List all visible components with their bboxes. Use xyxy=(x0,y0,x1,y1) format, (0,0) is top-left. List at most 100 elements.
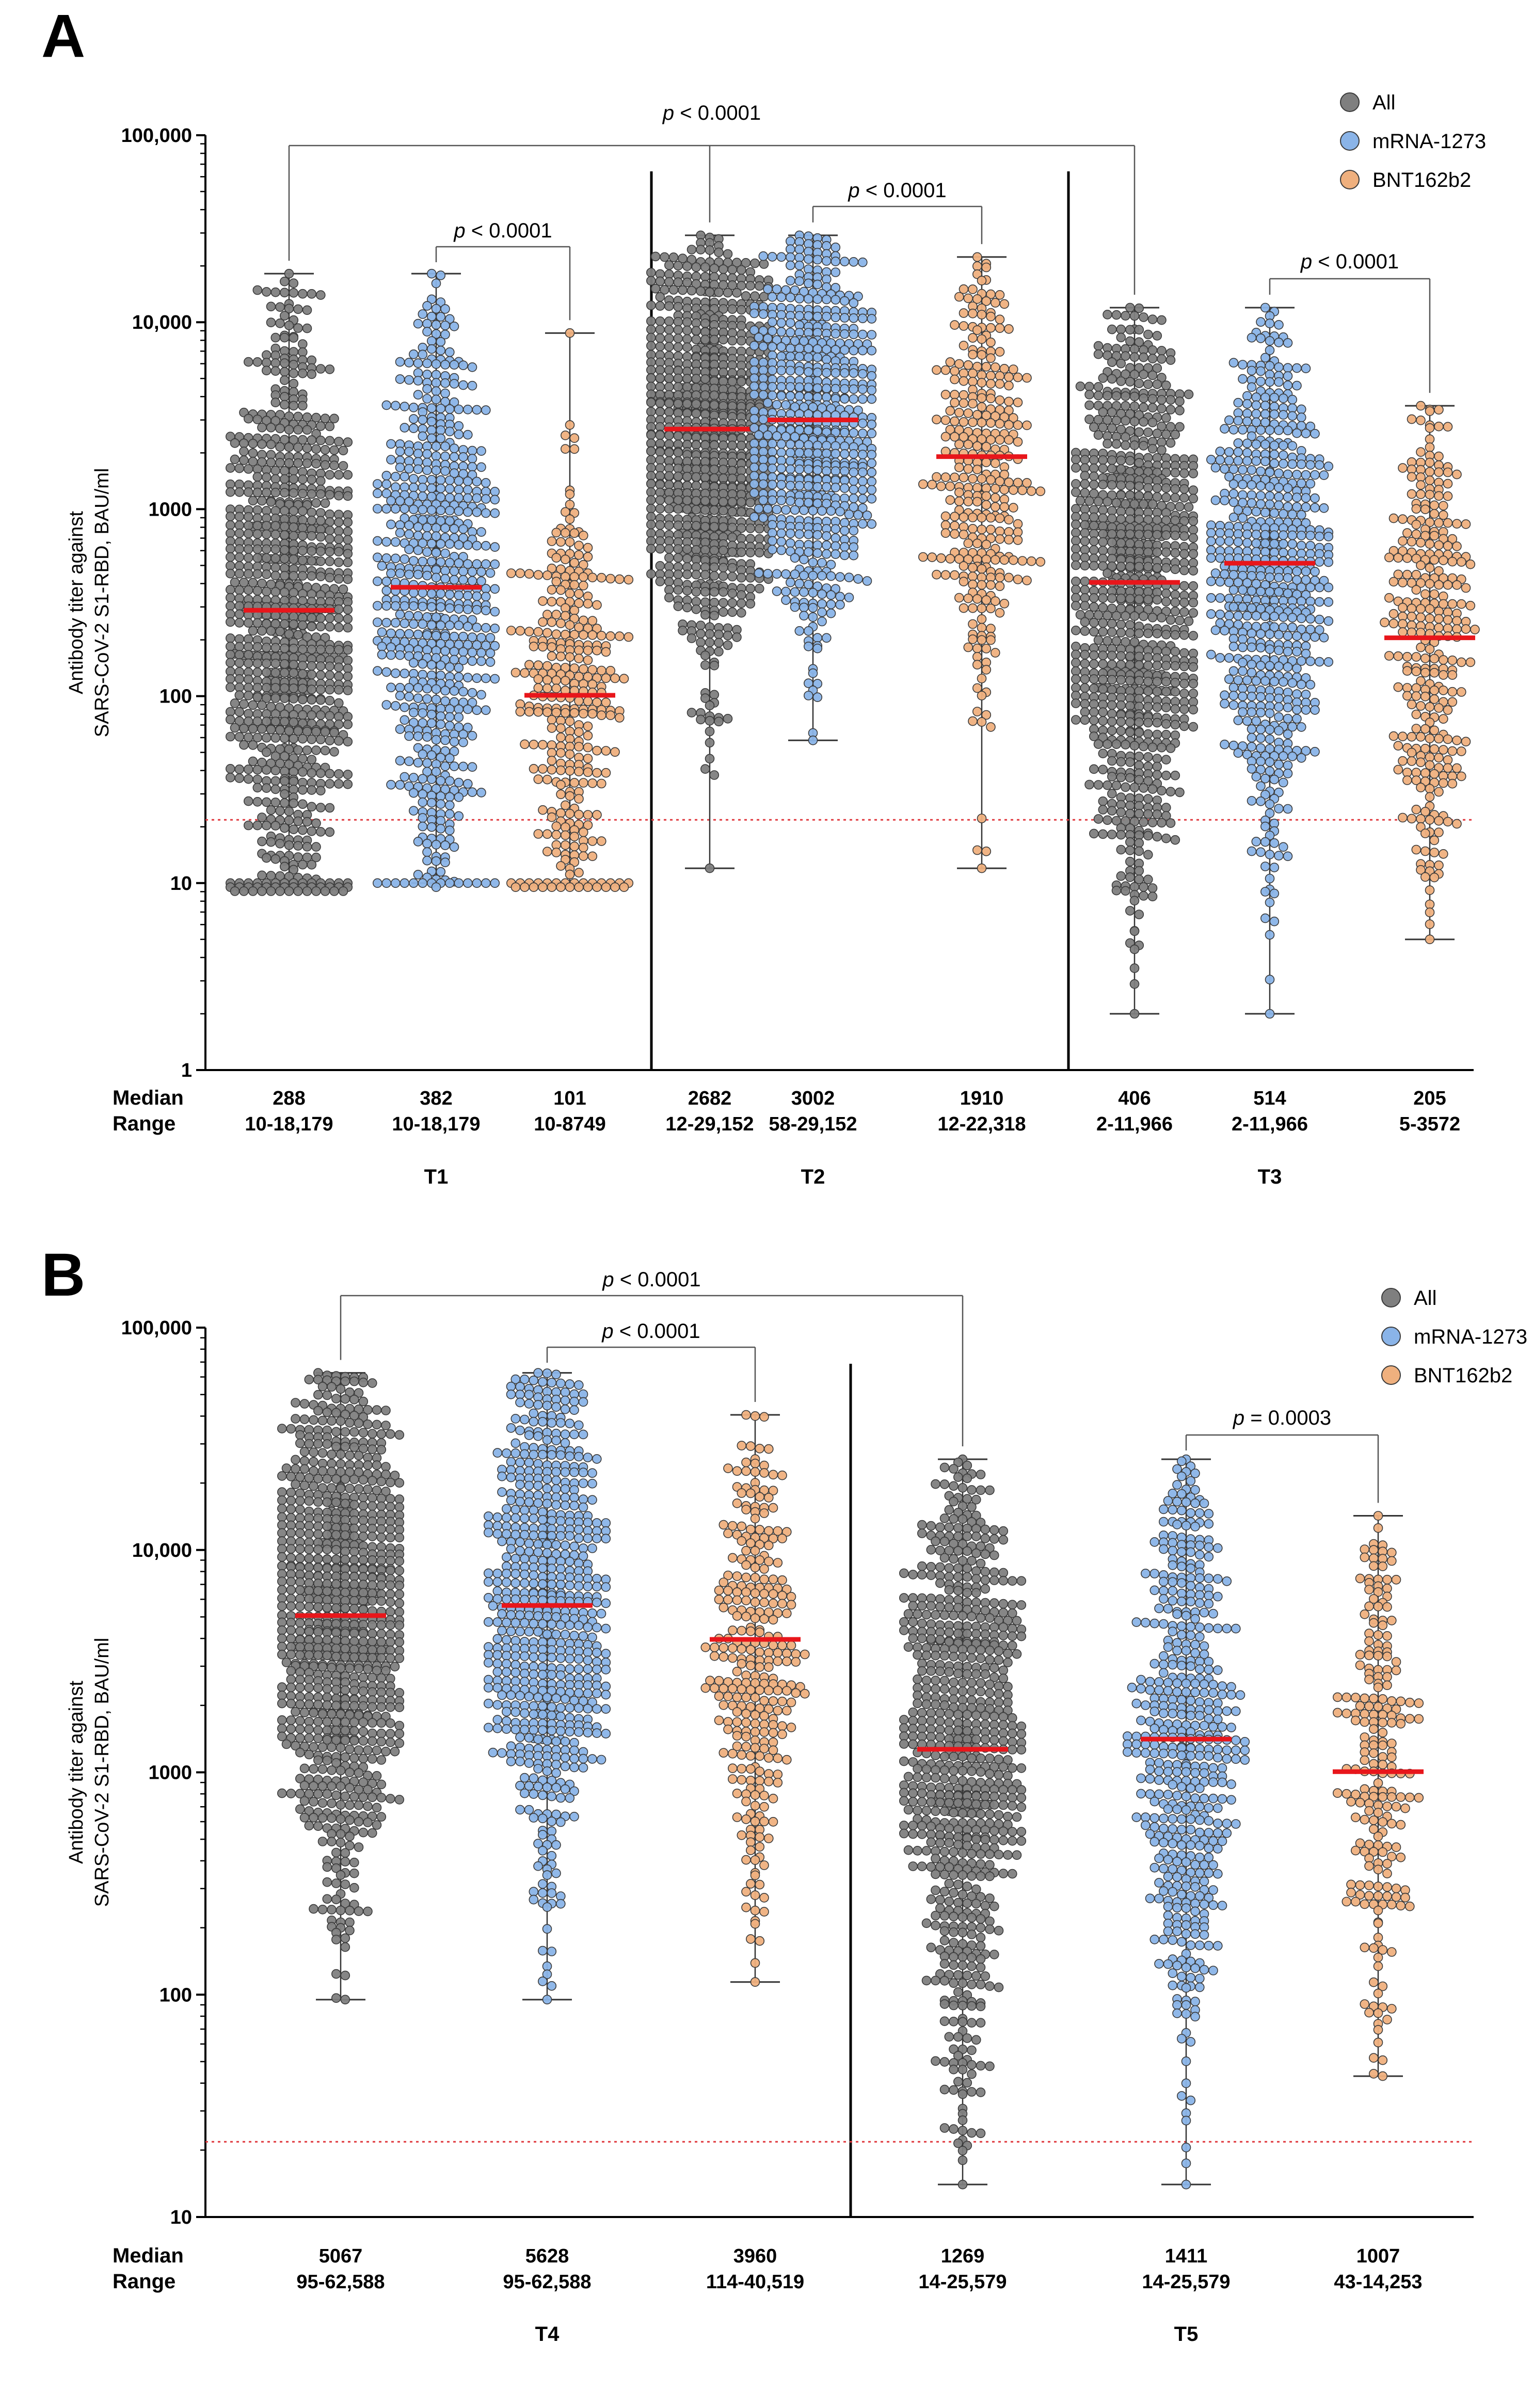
data-point xyxy=(682,569,692,580)
data-point xyxy=(1179,531,1189,541)
data-point xyxy=(755,584,764,594)
data-point xyxy=(1251,400,1261,410)
data-point xyxy=(490,508,500,518)
data-point xyxy=(506,626,516,635)
data-point xyxy=(413,569,423,580)
data-point xyxy=(1247,480,1257,490)
data-point xyxy=(454,672,464,682)
data-point xyxy=(275,839,285,849)
data-point xyxy=(808,668,818,678)
data-point xyxy=(426,268,437,279)
data-point xyxy=(1301,470,1311,480)
data-point xyxy=(867,314,877,324)
data-point xyxy=(395,780,405,790)
data-point xyxy=(835,592,845,602)
data-point xyxy=(1152,687,1162,696)
data-point xyxy=(404,446,414,457)
data-point xyxy=(776,342,787,352)
data-point xyxy=(1134,752,1144,761)
data-point xyxy=(831,483,841,492)
data-point xyxy=(1170,771,1180,780)
data-point xyxy=(995,572,1005,583)
data-point xyxy=(737,440,746,451)
data-point xyxy=(927,480,937,490)
data-point xyxy=(1152,530,1162,540)
data-point xyxy=(307,289,317,299)
data-point xyxy=(1274,572,1284,583)
data-point xyxy=(1089,683,1099,693)
data-point xyxy=(297,825,308,835)
data-point xyxy=(275,318,285,328)
data-point xyxy=(592,745,602,756)
data-point xyxy=(279,488,290,498)
data-point xyxy=(1111,739,1122,749)
data-point xyxy=(289,360,299,370)
data-point xyxy=(297,474,308,484)
data-point xyxy=(422,370,432,379)
data-point xyxy=(343,779,353,789)
data-point xyxy=(867,519,877,529)
data-point xyxy=(243,585,253,595)
data-point xyxy=(569,433,580,443)
data-point xyxy=(449,397,459,407)
data-point xyxy=(749,463,759,472)
data-point xyxy=(749,341,759,350)
data-point xyxy=(234,773,245,783)
data-point xyxy=(963,293,973,304)
data-point xyxy=(1035,486,1046,497)
data-point xyxy=(583,599,593,609)
data-point xyxy=(1238,513,1248,523)
data-point xyxy=(230,438,240,448)
data-point xyxy=(261,586,272,597)
data-point xyxy=(458,575,468,585)
data-point xyxy=(804,440,813,450)
data-point xyxy=(812,633,823,643)
data-point xyxy=(999,555,1010,565)
data-point xyxy=(981,362,992,372)
data-point xyxy=(1297,540,1306,551)
data-point xyxy=(822,482,832,492)
data-point xyxy=(454,712,464,722)
data-point xyxy=(307,802,317,812)
data-point xyxy=(686,708,697,717)
data-point xyxy=(986,624,996,633)
data-point xyxy=(413,464,423,474)
data-point xyxy=(234,512,245,522)
data-point xyxy=(1107,806,1117,816)
data-point xyxy=(1121,440,1130,450)
data-point xyxy=(1233,397,1243,408)
data-point xyxy=(1274,362,1284,372)
data-point xyxy=(1093,814,1104,824)
data-point xyxy=(968,579,978,589)
data-point xyxy=(476,446,486,456)
data-point xyxy=(986,603,996,613)
data-point xyxy=(343,656,353,665)
data-point xyxy=(786,276,795,286)
data-point xyxy=(315,735,326,744)
data-point xyxy=(1297,412,1306,422)
data-point xyxy=(1157,315,1167,325)
data-point xyxy=(311,886,321,896)
data-point xyxy=(959,376,969,386)
data-point xyxy=(449,842,459,852)
data-point xyxy=(476,656,486,666)
data-point xyxy=(418,789,428,799)
data-point xyxy=(959,308,969,318)
data-point xyxy=(1242,529,1252,539)
data-point xyxy=(1283,338,1293,348)
data-point xyxy=(1228,425,1239,435)
data-point xyxy=(1116,807,1126,817)
data-point xyxy=(307,735,317,744)
data-point xyxy=(812,548,823,558)
data-point xyxy=(418,774,428,784)
data-point xyxy=(458,729,468,739)
data-point xyxy=(454,404,464,414)
data-point xyxy=(329,460,339,471)
data-point xyxy=(714,629,724,640)
data-point xyxy=(1179,648,1189,658)
data-point xyxy=(583,730,593,741)
data-point xyxy=(781,569,791,579)
data-point xyxy=(700,374,710,384)
data-point xyxy=(1315,597,1324,607)
data-point xyxy=(426,718,437,728)
